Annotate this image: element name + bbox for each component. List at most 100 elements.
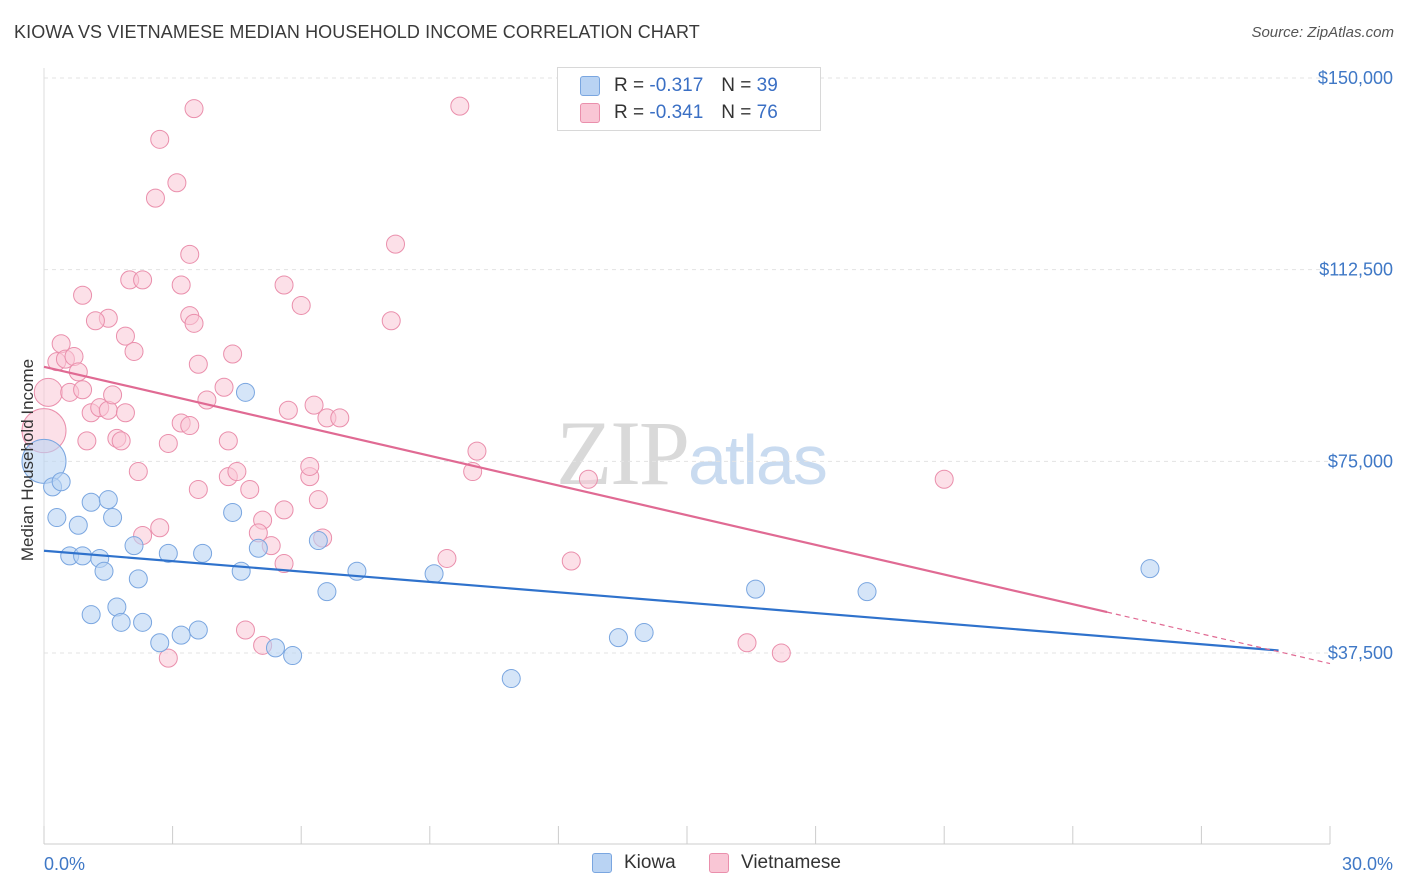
vietnamese-point xyxy=(103,385,123,405)
source-label: Source: ZipAtlas.com xyxy=(1251,24,1394,41)
vietnamese-point xyxy=(278,400,298,420)
vietnamese-point xyxy=(167,173,187,193)
kiowa-trend-line xyxy=(43,549,1279,652)
vietnamese-point xyxy=(145,188,165,208)
kiowa-point xyxy=(94,561,114,581)
correlation-legend: R = -0.317 N = 39 R = -0.341 N = 76 xyxy=(557,67,821,131)
vietnamese-point xyxy=(68,362,88,382)
vietnamese-point xyxy=(180,416,200,436)
kiowa-point xyxy=(231,561,251,581)
kiowa-point xyxy=(308,531,328,551)
legend-n-value: 39 xyxy=(756,75,778,96)
vietnamese-point xyxy=(77,431,97,451)
vietnamese-point xyxy=(218,431,238,451)
vietnamese-point xyxy=(450,96,470,116)
kiowa-point xyxy=(746,579,766,599)
vietnamese-point xyxy=(184,313,204,333)
vietnamese-swatch xyxy=(580,103,600,123)
vietnamese-point xyxy=(158,433,178,453)
kiowa-point xyxy=(857,582,877,602)
kiowa-point xyxy=(283,646,303,666)
kiowa-point xyxy=(235,382,255,402)
vietnamese-point xyxy=(158,648,178,668)
kiowa-point xyxy=(171,625,191,645)
vietnamese-point xyxy=(85,311,105,331)
vietnamese-point xyxy=(300,456,320,476)
kiowa-point xyxy=(501,669,521,689)
legend-n-value: 76 xyxy=(756,102,778,123)
watermark-zip: ZIP xyxy=(556,402,690,504)
kiowa-point xyxy=(193,543,213,563)
legend-r-label: R = xyxy=(614,75,645,96)
axis-labels: $37,500 $75,000 $112,500 $150,000 0.0% 30.0% M… xyxy=(18,68,1393,874)
vietnamese-swatch xyxy=(709,853,729,873)
legend-label-kiowa: Kiowa xyxy=(624,852,676,873)
legend-row-kiowa: R = -0.317 N = 39 xyxy=(580,72,778,100)
legend-item-kiowa: Kiowa xyxy=(592,852,676,874)
legend-label-vietnamese: Vietnamese xyxy=(741,852,841,873)
vietnamese-point xyxy=(73,380,93,400)
kiowa-point xyxy=(98,490,118,510)
vietnamese-point xyxy=(467,441,487,461)
legend-n-label: N = xyxy=(721,75,752,96)
legend-n-label: N = xyxy=(721,102,752,123)
vietnamese-point xyxy=(73,285,93,305)
vietnamese-points xyxy=(21,96,954,668)
vietnamese-point xyxy=(386,234,406,254)
vietnamese-point xyxy=(184,99,204,119)
kiowa-swatch xyxy=(592,853,612,873)
vietnamese-point xyxy=(308,490,328,510)
y-tick-label: $112,500 xyxy=(1319,260,1393,280)
vietnamese-point xyxy=(561,551,581,571)
x-tick-label: 0.0% xyxy=(44,854,85,874)
kiowa-point xyxy=(158,543,178,563)
vietnamese-point xyxy=(381,311,401,331)
vietnamese-point xyxy=(223,344,243,364)
kiowa-point xyxy=(608,628,628,648)
kiowa-point xyxy=(223,502,243,522)
vietnamese-point xyxy=(737,633,757,653)
legend-item-vietnamese: Vietnamese xyxy=(709,852,841,874)
vietnamese-point xyxy=(235,620,255,640)
vietnamese-point xyxy=(150,518,170,538)
y-tick-label: $37,500 xyxy=(1328,643,1393,663)
vietnamese-point xyxy=(188,354,208,374)
kiowa-point xyxy=(51,472,71,492)
series-legend: Kiowa Vietnamese xyxy=(0,852,1406,878)
vietnamese-point xyxy=(115,326,135,346)
kiowa-point xyxy=(73,546,93,566)
vietnamese-point xyxy=(214,377,234,397)
trend-lines xyxy=(43,365,1331,665)
vietnamese-point xyxy=(934,469,954,489)
kiowa-point xyxy=(317,582,337,602)
legend-r-label: R = xyxy=(614,102,645,123)
vietnamese-point xyxy=(274,275,294,295)
kiowa-point xyxy=(103,508,123,528)
kiowa-point xyxy=(634,623,654,643)
kiowa-point xyxy=(128,569,148,589)
vietnamese-point xyxy=(150,129,170,149)
vietnamese-point xyxy=(771,643,791,663)
kiowa-point xyxy=(81,492,101,512)
vietnamese-point xyxy=(111,431,131,451)
x-tick-label: 30.0% xyxy=(1342,854,1393,874)
vietnamese-point xyxy=(133,270,153,290)
vietnamese-point xyxy=(115,403,135,423)
vietnamese-point xyxy=(240,479,260,499)
kiowa-point xyxy=(81,605,101,625)
vietnamese-point xyxy=(304,395,324,415)
kiowa-point xyxy=(150,633,170,653)
vietnamese-point xyxy=(437,548,457,568)
watermark-atlas: atlas xyxy=(688,421,828,499)
kiowa-point xyxy=(188,620,208,640)
y-axis-title: Median Household Income xyxy=(18,359,37,561)
kiowa-point xyxy=(133,612,153,632)
kiowa-swatch xyxy=(580,76,600,96)
kiowa-point xyxy=(68,515,88,535)
kiowa-point xyxy=(124,536,144,556)
kiowa-point xyxy=(265,638,285,658)
legend-r-value: -0.341 xyxy=(649,102,704,123)
legend-r-value: -0.317 xyxy=(649,75,704,96)
y-tick-label: $150,000 xyxy=(1318,68,1393,88)
